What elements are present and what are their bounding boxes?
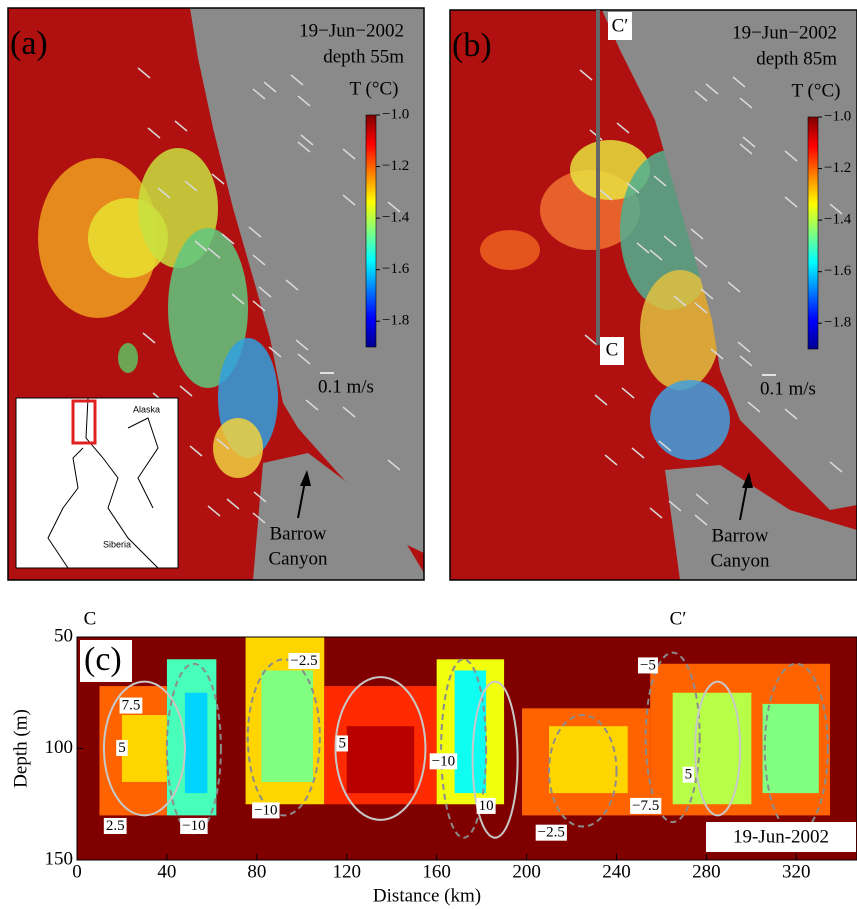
annotation: Canyon xyxy=(710,550,770,571)
inset-label: Siberia xyxy=(103,539,131,549)
contour-label: 10 xyxy=(479,798,494,814)
x-tick-label: 120 xyxy=(332,861,361,882)
x-tick-label: 40 xyxy=(157,861,176,882)
contour-label: 2.5 xyxy=(106,818,125,834)
x-tick-label: 280 xyxy=(692,861,721,882)
scale-label: 0.1 m/s xyxy=(318,376,374,397)
contour-label: −10 xyxy=(254,802,277,818)
temperature-patch xyxy=(213,418,263,478)
x-tick-label: 200 xyxy=(512,861,541,882)
colorbar xyxy=(366,115,376,347)
annotation: Canyon xyxy=(268,548,328,569)
x-axis-label: Distance (km) xyxy=(373,885,481,906)
annotation: Barrow xyxy=(712,525,769,546)
section-label: C′ xyxy=(670,608,687,629)
page: {"chart_data": [ {"type": "map", "panel_… xyxy=(0,0,857,909)
figure: (a) 19−Jun−2002 depth 55m T (°C) −1.0 −1.2 −1.… xyxy=(0,0,857,909)
colorbar-label: T (°C) xyxy=(350,78,399,99)
scale-label: 0.1 m/s xyxy=(760,378,816,399)
panel-label: (c) xyxy=(84,641,122,678)
colorbar-tick-label: −1.6 xyxy=(824,263,852,279)
section-label: C xyxy=(84,608,97,629)
colorbar-tick-label: −1.0 xyxy=(824,108,851,124)
heatmap-cell xyxy=(347,726,414,793)
x-tick-label: 0 xyxy=(72,861,82,882)
colorbar-tick-label: −1.4 xyxy=(382,210,410,226)
heatmap-cell xyxy=(763,704,819,793)
heatmap-cell xyxy=(185,693,207,793)
colorbar-tick-label: −1.2 xyxy=(824,160,851,176)
depth-label: depth 85m xyxy=(756,48,837,69)
y-axis-label: Depth (m) xyxy=(10,709,31,788)
contour-label: −2.5 xyxy=(290,653,317,669)
contour-label: 5 xyxy=(685,767,693,783)
colorbar-label: T (°C) xyxy=(792,80,841,101)
date-label: 19−Jun−2002 xyxy=(299,20,404,41)
map-panel: (a) 19−Jun−2002 depth 55m T (°C) −1.0 −1.2 −1.… xyxy=(8,8,424,580)
temperature-patch xyxy=(480,230,540,270)
x-tick-label: 160 xyxy=(422,861,451,882)
panel-label: (b) xyxy=(452,27,492,64)
heatmap-cell xyxy=(455,670,486,793)
y-tick-label: 150 xyxy=(45,848,74,869)
date-label: 19-Jun-2002 xyxy=(733,826,829,847)
x-tick-label: 80 xyxy=(247,861,266,882)
contour-label: −10 xyxy=(182,818,205,834)
colorbar-tick-label: −1.8 xyxy=(824,315,851,331)
colorbar-tick-label: −1.8 xyxy=(382,313,409,329)
x-tick-label: 320 xyxy=(782,861,811,882)
colorbar-tick-label: −1.2 xyxy=(382,158,409,174)
colorbar-tick-label: −1.4 xyxy=(824,212,852,228)
heatmap-cell xyxy=(122,715,167,782)
contour-label: 5 xyxy=(118,740,126,756)
y-tick-label: 100 xyxy=(45,737,74,758)
contour-label: 5 xyxy=(338,735,346,751)
x-tick-label: 240 xyxy=(602,861,631,882)
date-label: 19−Jun−2002 xyxy=(732,22,837,43)
temperature-patch xyxy=(118,343,138,373)
contour-label: −10 xyxy=(432,753,455,769)
y-tick-label: 50 xyxy=(54,625,73,646)
section-label: C′ xyxy=(612,15,629,36)
map-panel: (b) 19−Jun−2002 depth 85m T (°C) −1.0 −1.2 −1.… xyxy=(450,10,857,580)
contour-label: −7.5 xyxy=(632,798,659,814)
temperature-patch xyxy=(650,380,730,460)
panel-label: (a) xyxy=(10,25,48,62)
inset-map xyxy=(16,398,178,568)
colorbar-tick-label: −1.0 xyxy=(382,106,409,122)
heatmap-cell xyxy=(261,670,313,782)
depth-label: depth 55m xyxy=(323,46,404,67)
contour-label: 7.5 xyxy=(122,698,141,714)
annotation: Barrow xyxy=(270,523,327,544)
colorbar xyxy=(808,117,818,349)
section-label: C xyxy=(606,339,619,360)
inset-label: Alaska xyxy=(133,404,160,414)
colorbar-tick-label: −1.6 xyxy=(382,261,410,277)
contour-label: −2.5 xyxy=(538,825,565,841)
contour-label: −5 xyxy=(640,657,656,673)
